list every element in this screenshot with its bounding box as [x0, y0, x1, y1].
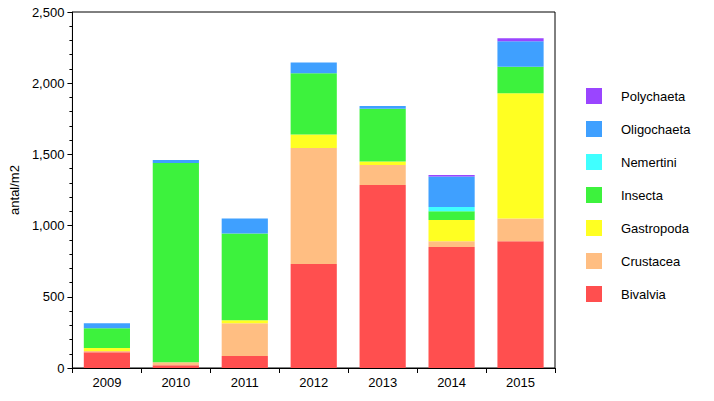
svg-text:Oligochaeta: Oligochaeta: [621, 122, 691, 137]
svg-text:2012: 2012: [299, 375, 328, 390]
svg-text:500: 500: [43, 289, 65, 304]
svg-text:1,000: 1,000: [32, 218, 65, 233]
svg-text:Bivalvia: Bivalvia: [621, 287, 667, 302]
svg-text:2,500: 2,500: [32, 5, 65, 20]
svg-text:1,500: 1,500: [32, 147, 65, 162]
svg-text:0: 0: [57, 361, 64, 376]
svg-text:Polychaeta: Polychaeta: [621, 89, 686, 104]
svg-text:2009: 2009: [92, 375, 121, 390]
svg-text:2010: 2010: [161, 375, 190, 390]
svg-text:antal/m2: antal/m2: [7, 165, 22, 215]
svg-text:2011: 2011: [231, 375, 259, 390]
svg-text:2013: 2013: [368, 375, 397, 390]
svg-text:Nemertini: Nemertini: [621, 155, 677, 170]
svg-text:Insecta: Insecta: [621, 188, 664, 203]
svg-text:2,000: 2,000: [32, 76, 65, 91]
svg-text:Crustacea: Crustacea: [621, 254, 681, 269]
svg-text:2014: 2014: [437, 375, 466, 390]
svg-text:2015: 2015: [506, 375, 535, 390]
svg-text:Gastropoda: Gastropoda: [621, 221, 690, 236]
